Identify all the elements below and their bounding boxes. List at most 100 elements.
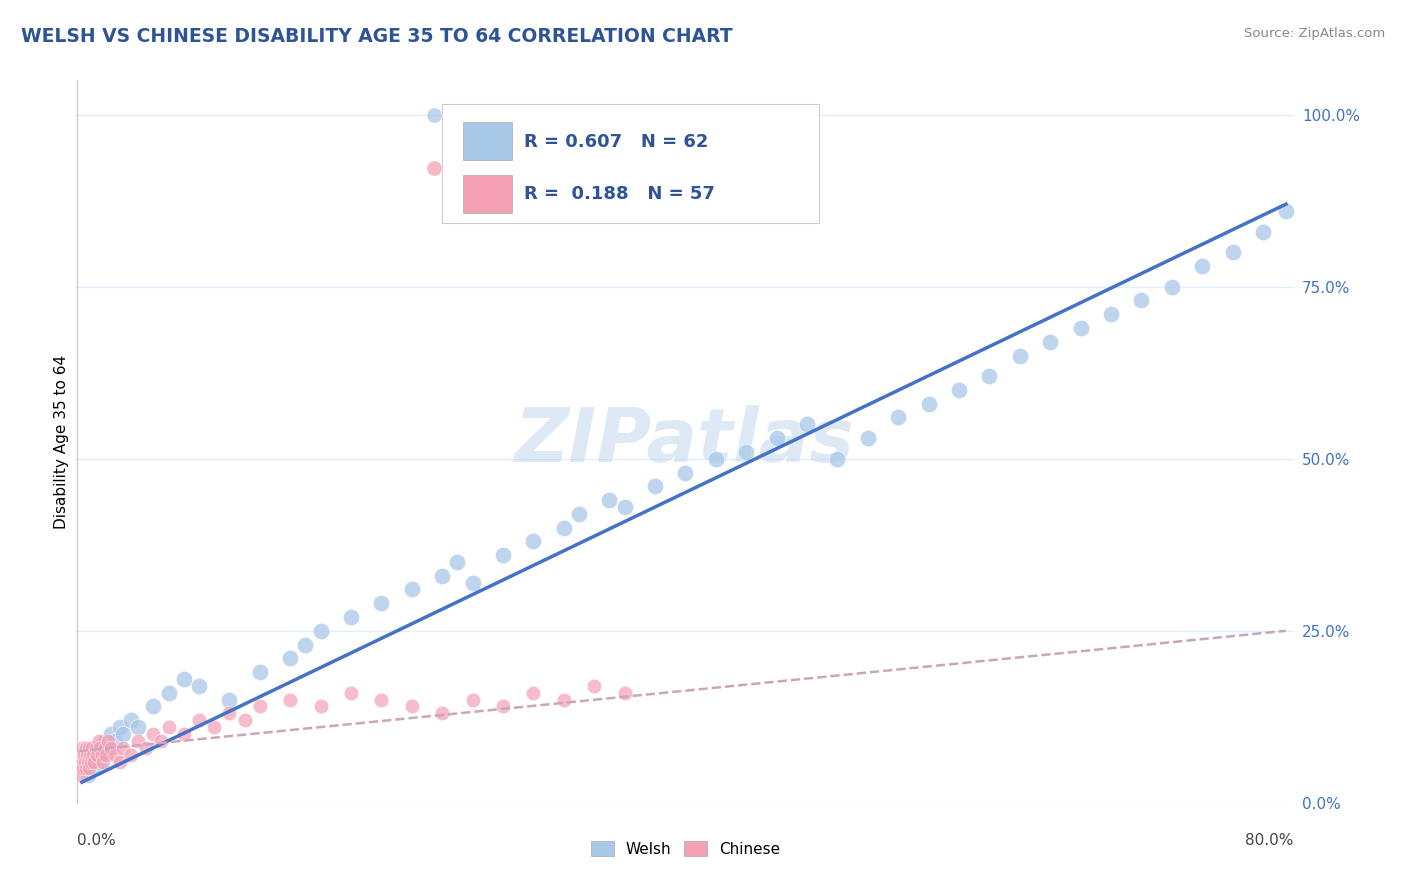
Point <box>522 686 544 700</box>
Point <box>120 713 142 727</box>
Point <box>278 692 301 706</box>
Point <box>72 755 94 769</box>
Point <box>76 747 98 762</box>
Point <box>87 755 110 769</box>
Point <box>1039 334 1062 349</box>
Point <box>278 651 301 665</box>
Point <box>127 720 149 734</box>
Point <box>583 679 606 693</box>
Point <box>77 755 100 769</box>
Point <box>461 575 484 590</box>
Point <box>401 699 423 714</box>
Point <box>108 755 131 769</box>
FancyBboxPatch shape <box>441 104 820 223</box>
Point <box>370 596 392 610</box>
Point <box>188 679 211 693</box>
Point <box>89 740 111 755</box>
Point <box>765 431 787 445</box>
Point <box>173 727 195 741</box>
Text: Source: ZipAtlas.com: Source: ZipAtlas.com <box>1244 27 1385 40</box>
Point <box>1130 293 1153 308</box>
Point <box>218 706 240 721</box>
Point <box>553 692 575 706</box>
Point <box>82 747 104 762</box>
Point <box>1008 349 1031 363</box>
Point <box>340 686 363 700</box>
Text: R = 0.607   N = 62: R = 0.607 N = 62 <box>523 133 709 151</box>
Point <box>100 727 122 741</box>
Point <box>188 713 211 727</box>
Point <box>340 610 363 624</box>
Point <box>796 417 818 432</box>
Point <box>135 740 157 755</box>
Point <box>202 720 225 734</box>
Point <box>80 740 103 755</box>
Point <box>100 740 122 755</box>
Point <box>111 727 134 741</box>
Point <box>67 755 90 769</box>
Point <box>104 747 127 762</box>
Text: 80.0%: 80.0% <box>1246 833 1294 848</box>
Text: ZIPatlas: ZIPatlas <box>516 405 855 478</box>
Point <box>96 747 118 762</box>
Point <box>89 740 111 755</box>
Point <box>1161 279 1184 293</box>
Point <box>84 740 107 755</box>
Point <box>69 747 91 762</box>
Point <box>157 720 180 734</box>
Point <box>1251 225 1274 239</box>
Point <box>887 410 910 425</box>
Point <box>120 747 142 762</box>
Point <box>108 720 131 734</box>
Point <box>70 761 93 775</box>
Point <box>492 548 515 562</box>
Point <box>91 755 114 769</box>
Point <box>1099 307 1122 321</box>
Point <box>249 665 271 679</box>
Point <box>90 747 112 762</box>
Point <box>522 534 544 549</box>
Point <box>461 692 484 706</box>
Point <box>90 747 112 762</box>
FancyBboxPatch shape <box>463 122 512 160</box>
Point <box>77 768 100 782</box>
Point <box>613 686 636 700</box>
Point <box>309 699 332 714</box>
Point <box>86 747 108 762</box>
Point <box>83 755 105 769</box>
Point <box>73 755 96 769</box>
Point <box>127 734 149 748</box>
Point <box>75 740 97 755</box>
Text: 0.0%: 0.0% <box>77 833 117 848</box>
Point <box>249 699 271 714</box>
Point <box>294 638 316 652</box>
Point <box>827 451 849 466</box>
Point <box>598 493 620 508</box>
Point <box>613 500 636 514</box>
Point <box>70 740 93 755</box>
Point <box>79 761 101 775</box>
Point <box>75 761 97 775</box>
Point <box>70 789 93 804</box>
Point <box>97 740 120 755</box>
Point <box>644 479 666 493</box>
Point <box>70 789 93 804</box>
Point <box>104 734 127 748</box>
Point <box>77 740 100 755</box>
FancyBboxPatch shape <box>463 175 512 212</box>
Point <box>79 747 101 762</box>
Point <box>948 383 970 397</box>
Point <box>149 734 172 748</box>
Point <box>1275 204 1298 219</box>
Point <box>1222 245 1244 260</box>
Point <box>492 699 515 714</box>
Point <box>735 445 758 459</box>
Point <box>233 713 256 727</box>
Point <box>82 755 104 769</box>
Text: R =  0.188   N = 57: R = 0.188 N = 57 <box>523 186 714 203</box>
Point <box>446 555 468 569</box>
Point <box>69 761 91 775</box>
Point <box>553 520 575 534</box>
Legend: Welsh, Chinese: Welsh, Chinese <box>591 840 780 856</box>
Point <box>93 734 115 748</box>
